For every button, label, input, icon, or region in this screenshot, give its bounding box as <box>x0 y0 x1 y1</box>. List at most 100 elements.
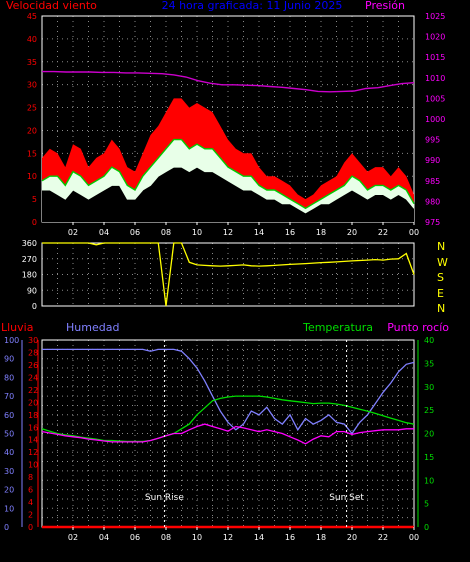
x-tick-label: 04 <box>99 228 109 237</box>
temp-y-tick-label: 40 <box>424 336 434 345</box>
wind-avg-line <box>41 138 415 210</box>
direction-y-tick-label: 180 <box>22 271 37 280</box>
temp-y-tick-label: 35 <box>424 359 434 368</box>
wind-y-tick-label: 30 <box>27 81 37 90</box>
direction-y-tick-label: 0 <box>32 302 37 311</box>
x-tick-label: 16 <box>285 533 295 542</box>
sunrise-label: Sun Rise <box>145 493 184 503</box>
humidity-y-tick-label: 50 <box>4 430 14 439</box>
pressure-y-tick-label: 1010 <box>425 74 445 83</box>
x-tick-label: 10 <box>192 533 202 542</box>
temp-y-tick-label: 0 <box>424 523 429 532</box>
humidity-y-tick-label: 80 <box>4 373 14 382</box>
wind-y-tick-label: 0 <box>32 218 37 227</box>
wind-low-gap <box>42 167 414 222</box>
pressure-y-tick-label: 990 <box>425 156 440 165</box>
wind-low-line <box>42 166 415 214</box>
wind-y-tick-label: 10 <box>27 172 37 181</box>
x-tick-label: 00 <box>409 533 419 542</box>
dir-label-w: W <box>437 256 448 269</box>
temp-y-tick-label: 5 <box>424 500 429 509</box>
rain-y-tick-label: 12 <box>28 448 38 457</box>
wind-y-tick-label: 40 <box>27 35 37 44</box>
rain-y-tick-label: 10 <box>28 461 38 470</box>
wind-y-tick-label: 20 <box>27 126 37 135</box>
wind-y-tick-label: 15 <box>27 149 37 158</box>
graph-date-title: 24 hora graficada: 11 Junio 2025 <box>162 0 343 12</box>
humidity-y-tick-label: 20 <box>4 486 14 495</box>
x-tick-label: 12 <box>223 228 233 237</box>
humidity-y-tick-label: 90 <box>4 355 14 364</box>
pressure-y-tick-label: 995 <box>425 136 440 145</box>
temperature-line <box>41 395 415 443</box>
rain-y-tick-label: 14 <box>28 436 38 445</box>
humidity-y-tick-label: 100 <box>4 336 19 345</box>
pressure-y-tick-label: 985 <box>425 177 440 186</box>
rain-y-tick-label: 26 <box>28 361 38 370</box>
dewpoint-line <box>41 423 414 445</box>
x-tick-label: 04 <box>99 533 109 542</box>
rain-y-tick-label: 6 <box>28 486 33 495</box>
humidity-y-tick-label: 30 <box>4 467 14 476</box>
direction-y-tick-label: 360 <box>22 239 37 248</box>
x-tick-label: 06 <box>130 533 140 542</box>
humidity-y-tick-label: 60 <box>4 411 14 420</box>
temp-y-tick-label: 25 <box>424 406 434 415</box>
x-tick-label: 20 <box>347 228 357 237</box>
x-tick-label: 18 <box>316 228 326 237</box>
rain-title: Lluvia <box>1 321 33 334</box>
pressure-y-tick-label: 1005 <box>425 94 445 103</box>
x-tick-label: 08 <box>161 228 171 237</box>
x-tick-label: 08 <box>161 533 171 542</box>
sunset-label: Sun Set <box>329 493 364 503</box>
temp-y-tick-label: 30 <box>424 383 434 392</box>
pressure-y-tick-label: 1025 <box>425 12 445 21</box>
humidity-y-tick-label: 70 <box>4 392 14 401</box>
x-tick-label: 00 <box>409 228 419 237</box>
dir-label-e: E <box>437 287 444 300</box>
pressure-line <box>42 70 415 93</box>
humidity-line <box>42 348 415 435</box>
temp-y-tick-label: 15 <box>424 453 434 462</box>
x-tick-label: 22 <box>378 533 388 542</box>
pressure-y-tick-label: 1015 <box>425 53 445 62</box>
rain-y-tick-label: 4 <box>28 498 33 507</box>
humidity-y-tick-label: 0 <box>4 523 9 532</box>
x-tick-label: 14 <box>254 533 264 542</box>
humidity-y-tick-label: 40 <box>4 448 14 457</box>
direction-y-tick-label: 270 <box>22 255 37 264</box>
x-tick-label: 06 <box>130 228 140 237</box>
dir-label-n-bottom: N <box>437 302 445 315</box>
dir-label-s: S <box>437 271 444 284</box>
rain-y-tick-label: 0 <box>28 523 33 532</box>
dir-label-n-top: N <box>437 240 445 253</box>
temperature-title: Temperatura <box>302 321 373 334</box>
x-tick-label: 16 <box>285 228 295 237</box>
rain-y-tick-label: 20 <box>28 398 38 407</box>
wind-y-tick-label: 45 <box>27 12 37 21</box>
pressure-y-tick-label: 1000 <box>425 115 445 124</box>
x-tick-label: 22 <box>378 228 388 237</box>
x-tick-label: 10 <box>192 228 202 237</box>
x-tick-label: 02 <box>68 533 78 542</box>
x-tick-label: 18 <box>316 533 326 542</box>
rain-y-tick-label: 18 <box>28 411 38 420</box>
temp-y-tick-label: 10 <box>424 476 434 485</box>
pressure-title: Presión <box>365 0 405 12</box>
wind-y-tick-label: 5 <box>32 195 37 204</box>
rain-y-tick-label: 28 <box>28 348 38 357</box>
x-tick-label: 20 <box>347 533 357 542</box>
wind-speed-title: Velocidad viento <box>6 0 97 12</box>
pressure-y-tick-label: 980 <box>425 197 440 206</box>
x-tick-label: 14 <box>254 228 264 237</box>
wind-direction-line <box>42 242 415 307</box>
rain-y-tick-label: 16 <box>28 423 38 432</box>
rain-y-tick-label: 30 <box>28 336 38 345</box>
rain-y-tick-label: 8 <box>28 473 33 482</box>
temp-y-tick-label: 20 <box>424 430 434 439</box>
x-tick-label: 12 <box>223 533 233 542</box>
rain-y-tick-label: 2 <box>28 511 33 520</box>
rain-y-tick-label: 22 <box>28 386 38 395</box>
